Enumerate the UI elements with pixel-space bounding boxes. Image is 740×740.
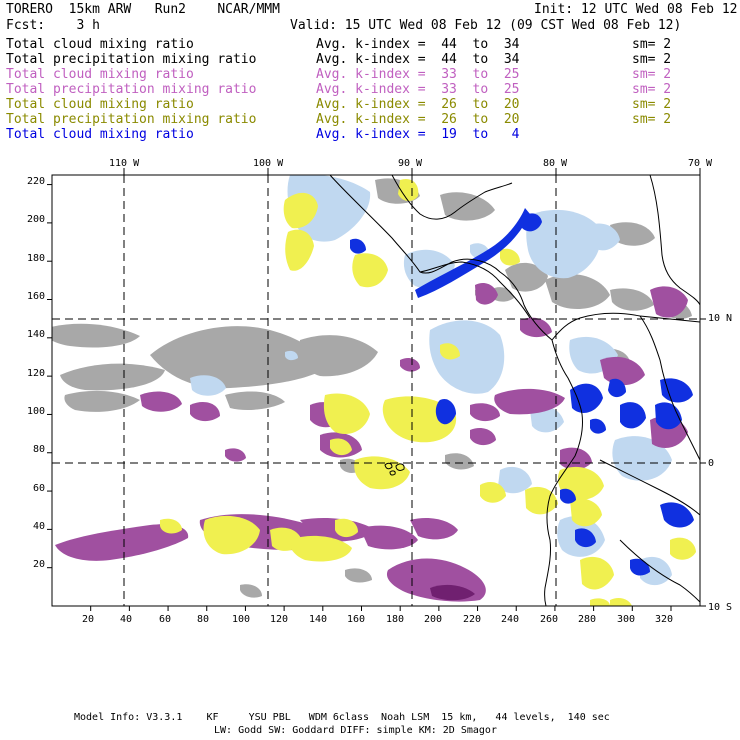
lat-ticks	[700, 318, 706, 607]
legend-row: Total cloud mixing ratio Avg. k-index = …	[6, 97, 671, 112]
legend-field: Total precipitation mixing ratio	[6, 112, 257, 127]
valid-time: Valid: 15 UTC Wed 08 Feb 12 (09 CST Wed …	[290, 18, 682, 33]
x-tick-label: 220	[463, 614, 482, 625]
y-tick-label: 140	[27, 329, 46, 340]
legend-smoothing: sm= 2	[632, 97, 672, 112]
legend-smoothing: sm= 2	[632, 37, 672, 52]
y-tick-label: 120	[27, 368, 46, 379]
legend-field: Total cloud mixing ratio	[6, 67, 194, 82]
x-tick-label: 300	[617, 614, 636, 625]
x-tick-label: 320	[655, 614, 674, 625]
lon-label: 90 W	[398, 158, 423, 169]
model-title: TORERO 15km ARW Run2 NCAR/MMM	[6, 2, 280, 17]
legend-kindex: Avg. k-index = 19 to 4	[316, 127, 520, 142]
x-tick-label: 240	[501, 614, 520, 625]
purple-precip-areas	[55, 283, 688, 602]
legend-smoothing: sm= 2	[632, 52, 672, 67]
x-tick-label: 160	[347, 614, 366, 625]
legend-row: Total precipitation mixing ratio Avg. k-…	[6, 112, 671, 127]
lon-ticks	[123, 168, 701, 175]
lon-label: 80 W	[543, 158, 568, 169]
x-tick-label: 140	[309, 614, 328, 625]
y-tick-label: 100	[27, 406, 46, 417]
x-tick-label: 40	[120, 614, 133, 625]
lat-label: 10 S	[708, 602, 733, 613]
dark-purple-core	[430, 584, 475, 601]
field-layer	[52, 175, 696, 606]
graticule	[52, 175, 700, 606]
legend-smoothing: sm= 2	[632, 82, 672, 97]
x-tick-label: 280	[578, 614, 597, 625]
x-tick-label: 260	[540, 614, 559, 625]
lat-label: 0	[708, 458, 715, 469]
plot-frame	[51, 174, 701, 607]
y-tick-label: 200	[27, 214, 46, 225]
legend-kindex: Avg. k-index = 26 to 20	[316, 97, 520, 112]
x-tick-label: 60	[159, 614, 172, 625]
legend-row: Total cloud mixing ratio Avg. k-index = …	[6, 127, 520, 142]
y-tick-label: 80	[33, 444, 46, 455]
legend-kindex: Avg. k-index = 33 to 25	[316, 67, 520, 82]
legend-field: Total cloud mixing ratio	[6, 97, 194, 112]
x-axis	[90, 606, 672, 611]
y-tick-label: 60	[33, 483, 46, 494]
y-axis	[47, 184, 52, 569]
legend-smoothing: sm= 2	[632, 67, 672, 82]
legend-kindex: Avg. k-index = 44 to 34	[316, 52, 520, 67]
x-tick-label: 80	[197, 614, 210, 625]
legend-row: Total cloud mixing ratio Avg. k-index = …	[6, 37, 671, 52]
y-tick-label: 40	[33, 521, 46, 532]
model-physics: LW: Godd SW: Goddard DIFF: simple KM: 2D…	[214, 725, 497, 736]
lon-label: 100 W	[253, 158, 284, 169]
x-tick-label: 100	[232, 614, 251, 625]
y-tick-label: 20	[33, 559, 46, 570]
y-tick-label: 220	[27, 176, 46, 187]
lat-label: 10 N	[708, 313, 733, 324]
legend-field: Total precipitation mixing ratio	[6, 52, 257, 67]
lon-label: 110 W	[109, 158, 140, 169]
legend-smoothing: sm= 2	[632, 112, 672, 127]
lon-label: 70 W	[688, 158, 713, 169]
legend-row: Total precipitation mixing ratio Avg. k-…	[6, 82, 671, 97]
y-tick-label: 160	[27, 291, 46, 302]
blue-strong-convection	[350, 208, 694, 576]
legend-kindex: Avg. k-index = 33 to 25	[316, 82, 520, 97]
legend-field: Total precipitation mixing ratio	[6, 82, 257, 97]
legend-kindex: Avg. k-index = 44 to 34	[316, 37, 520, 52]
legend-row: Total cloud mixing ratio Avg. k-index = …	[6, 67, 671, 82]
forecast-hour: Fcst: 3 h	[6, 18, 100, 33]
legend-field: Total cloud mixing ratio	[6, 37, 194, 52]
x-tick-label: 120	[270, 614, 289, 625]
legend-field: Total cloud mixing ratio	[6, 127, 194, 142]
x-tick-label: 180	[386, 614, 405, 625]
legend-kindex: Avg. k-index = 26 to 20	[316, 112, 520, 127]
coastlines	[329, 174, 701, 607]
y-tick-label: 180	[27, 253, 46, 264]
model-info: Model Info: V3.3.1 KF YSU PBL WDM 6class…	[74, 712, 610, 723]
init-time: Init: 12 UTC Wed 08 Feb 12	[534, 2, 738, 17]
x-tick-label: 200	[424, 614, 443, 625]
legend-row: Total precipitation mixing ratio Avg. k-…	[6, 52, 671, 67]
x-tick-label: 20	[82, 614, 95, 625]
